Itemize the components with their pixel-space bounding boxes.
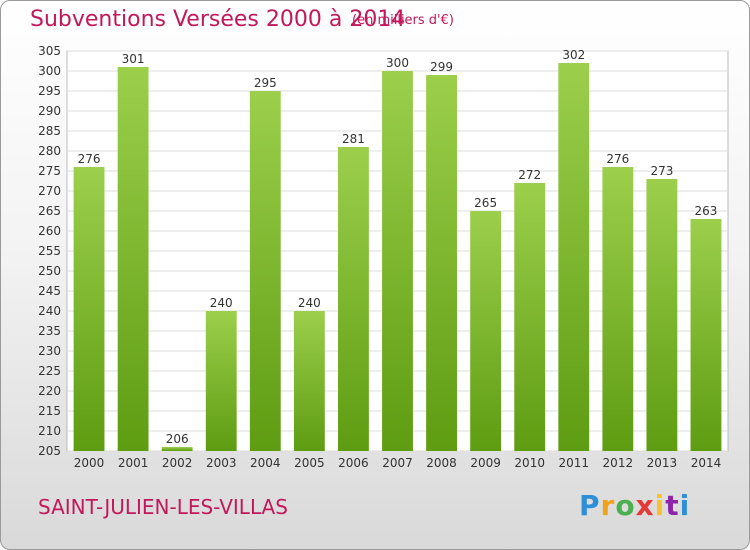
logo-letter: i	[679, 489, 691, 522]
data-label-2000: 276	[78, 152, 101, 166]
data-label-2013: 273	[650, 164, 673, 178]
x-tick-label: 2004	[250, 456, 281, 470]
y-tick-label: 225	[38, 364, 61, 378]
data-label-2003: 240	[210, 296, 233, 310]
x-tick-label: 2005	[294, 456, 325, 470]
y-tick-label: 205	[38, 444, 61, 458]
proxiti-logo: Proxiti	[579, 489, 690, 522]
data-label-2010: 272	[518, 168, 541, 182]
x-tick-label: 2001	[118, 456, 149, 470]
y-tick-label: 265	[38, 204, 61, 218]
y-tick-label: 290	[38, 104, 61, 118]
bar-2012	[602, 167, 634, 451]
chart-unit-label: (en milliers d'€)	[352, 13, 454, 28]
y-tick-label: 305	[38, 44, 61, 58]
chart-title: Subventions Versées 2000 à 2014	[30, 7, 406, 32]
x-axis-ticks: 2000 2001 2002 2003 2004 2005 2006 2007 2008 2009…	[74, 456, 721, 470]
bar-2010	[514, 183, 546, 451]
data-label-2011: 302	[562, 48, 585, 62]
data-label-2005: 240	[298, 296, 321, 310]
data-label-2012: 276	[606, 152, 629, 166]
y-tick-label: 270	[38, 184, 61, 198]
logo-letter: o	[615, 489, 636, 522]
y-tick-label: 275	[38, 164, 61, 178]
data-label-2004: 295	[254, 76, 277, 90]
bar-2014	[690, 219, 722, 451]
bar-2013	[646, 179, 678, 451]
x-tick-label: 2002	[162, 456, 193, 470]
x-tick-label: 2011	[558, 456, 589, 470]
data-label-2002: 206	[166, 432, 189, 446]
logo-letter: x	[635, 489, 655, 522]
place-name: SAINT-JULIEN-LES-VILLAS	[38, 495, 288, 519]
data-label-2006: 281	[342, 132, 365, 146]
y-axis-ticks: 205 210 215 220 225 230 235 240 245 250 255 260 265 2…	[38, 44, 61, 458]
x-tick-label: 2010	[514, 456, 545, 470]
x-tick-label: 2012	[603, 456, 634, 470]
x-tick-label: 2006	[338, 456, 369, 470]
y-tick-label: 210	[38, 424, 61, 438]
y-tick-label: 255	[38, 244, 61, 258]
x-tick-label: 2007	[382, 456, 413, 470]
bar-2011	[558, 63, 590, 451]
y-tick-label: 235	[38, 324, 61, 338]
bar-2003	[205, 311, 237, 451]
bar-2005	[293, 311, 325, 451]
logo-letter: t	[665, 489, 680, 522]
data-label-2014: 263	[695, 204, 718, 218]
bar-2006	[338, 147, 369, 451]
bar-2000	[73, 167, 105, 451]
y-tick-label: 260	[38, 224, 61, 238]
x-tick-label: 2009	[470, 456, 501, 470]
y-tick-label: 240	[38, 304, 61, 318]
y-tick-label: 285	[38, 124, 61, 138]
bar-2008	[426, 75, 457, 451]
bar-2001	[117, 67, 149, 451]
y-tick-label: 250	[38, 264, 61, 278]
bar-2009	[470, 211, 502, 451]
y-tick-label: 295	[38, 84, 61, 98]
x-tick-label: 2000	[74, 456, 105, 470]
y-tick-label: 300	[38, 64, 61, 78]
logo-letter: r	[600, 489, 616, 522]
bar-2007	[382, 71, 413, 451]
logo-letter: i	[654, 489, 666, 522]
x-tick-label: 2014	[691, 456, 722, 470]
data-label-2009: 265	[474, 196, 497, 210]
y-tick-label: 220	[38, 384, 61, 398]
data-label-2001: 301	[122, 52, 145, 66]
y-tick-label: 280	[38, 144, 61, 158]
data-label-2007: 300	[386, 56, 409, 70]
y-tick-label: 215	[38, 404, 61, 418]
data-label-2008: 299	[430, 60, 453, 74]
logo-letter: P	[579, 489, 601, 522]
bars: 276 301 206 240 295 240 281 300 299 265 272 302 276 2…	[73, 48, 722, 451]
bar-2004	[249, 91, 281, 451]
x-tick-label: 2008	[426, 456, 457, 470]
x-tick-label: 2013	[647, 456, 678, 470]
y-tick-label: 230	[38, 344, 61, 358]
y-tick-label: 245	[38, 284, 61, 298]
x-tick-label: 2003	[206, 456, 237, 470]
bar-2002	[161, 447, 193, 451]
